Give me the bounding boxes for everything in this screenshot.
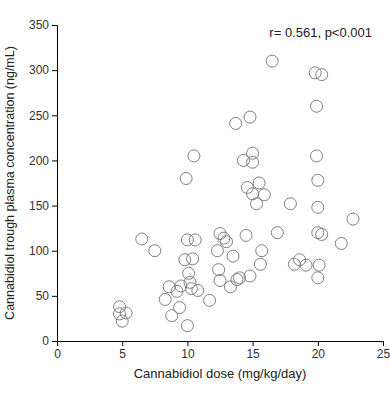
x-tick: 20 [312, 341, 326, 361]
point [227, 250, 239, 262]
x-tick-label: 20 [312, 347, 326, 361]
point [214, 275, 226, 287]
plot: 0510152025050100150200250300350 [29, 18, 390, 360]
point [211, 245, 223, 257]
point [204, 294, 216, 306]
y-tick-mark [52, 251, 57, 252]
point [240, 229, 252, 241]
point [256, 245, 268, 257]
point [300, 259, 312, 271]
y-tick: 350 [29, 18, 57, 32]
x-tick-label: 25 [377, 347, 390, 361]
point [188, 150, 200, 162]
point [213, 264, 225, 276]
point [310, 150, 322, 162]
y-tick-label: 0 [42, 334, 49, 348]
y-tick-label: 150 [29, 199, 49, 213]
y-tick: 200 [29, 154, 57, 168]
point [244, 270, 256, 282]
point [310, 100, 322, 112]
point [254, 258, 266, 270]
point [187, 253, 199, 265]
point [347, 213, 359, 225]
y-tick: 300 [29, 63, 57, 77]
x-tick-label: 5 [119, 347, 126, 361]
y-tick: 50 [36, 289, 57, 303]
x-tick-label: 0 [54, 347, 61, 361]
point [271, 227, 283, 239]
x-tick: 5 [119, 341, 126, 361]
x-tick-label: 15 [246, 347, 260, 361]
y-tick: 100 [29, 244, 57, 258]
x-tick-mark [122, 341, 123, 346]
point [244, 111, 256, 123]
point [312, 201, 324, 213]
y-tick: 250 [29, 109, 57, 123]
y-tick: 0 [42, 334, 57, 348]
y-tick-mark [52, 206, 57, 207]
point [192, 284, 204, 296]
y-tick-label: 50 [36, 289, 50, 303]
x-tick: 10 [181, 341, 195, 361]
x-tick-label: 10 [181, 347, 195, 361]
point [159, 293, 171, 305]
point [312, 174, 324, 186]
point [335, 237, 347, 249]
y-tick-mark [52, 296, 57, 297]
point [316, 228, 328, 240]
x-tick: 25 [377, 341, 390, 361]
x-axis-title: Cannabidiol dose (mg/kg/day) [134, 366, 307, 381]
y-tick: 150 [29, 199, 57, 213]
point [247, 147, 259, 159]
point [180, 172, 192, 184]
points [114, 55, 359, 332]
x-axis-line [58, 342, 384, 347]
y-tick-mark [52, 341, 57, 342]
y-tick-label: 300 [29, 63, 49, 77]
x-tick-mark [318, 341, 319, 346]
y-axis-title: Cannabidiol trough plasma concentration … [3, 46, 17, 320]
x-tick-mark [187, 341, 188, 346]
y-tick-label: 100 [29, 244, 49, 258]
x-tick-mark [253, 341, 254, 346]
point [284, 198, 296, 210]
y-tick-label: 250 [29, 109, 49, 123]
point [136, 233, 148, 245]
point [221, 236, 233, 248]
point [149, 245, 161, 257]
x-tick: 0 [54, 341, 61, 361]
point [174, 302, 186, 314]
y-tick-mark [52, 160, 57, 161]
y-tick-mark [52, 25, 57, 26]
y-tick-mark [52, 70, 57, 71]
point [253, 177, 265, 189]
point [266, 55, 278, 67]
y-tick-mark [52, 115, 57, 116]
x-axis: 0 5 10 15 20 25 [54, 341, 390, 361]
point [181, 320, 193, 332]
chart: 0510152025050100150200250300350Cannabidi… [0, 0, 390, 400]
annotation: r= 0.561, p<0.001 [269, 25, 372, 40]
y-axis: 0 50 100 150 200 250 300 350 [29, 18, 58, 348]
x-tick: 15 [246, 341, 260, 361]
point [258, 189, 270, 201]
point [189, 234, 201, 246]
point [316, 69, 328, 81]
y-tick-label: 200 [29, 154, 49, 168]
point [120, 307, 132, 319]
x-tick-mark [383, 341, 384, 346]
y-axis-line [52, 26, 58, 342]
point [313, 259, 325, 271]
point [312, 272, 324, 284]
point [230, 117, 242, 129]
y-tick-label: 350 [29, 18, 49, 32]
